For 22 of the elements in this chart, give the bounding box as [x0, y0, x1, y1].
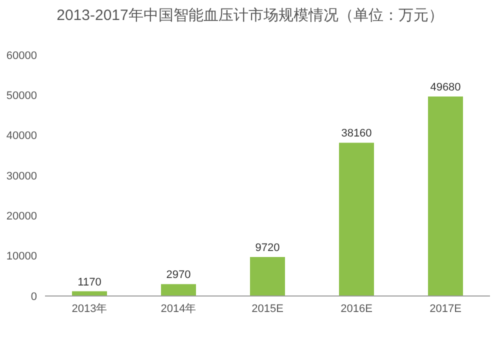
data-label: 1170	[78, 276, 102, 288]
bar	[428, 96, 463, 296]
x-tick-label: 2014年	[160, 302, 196, 315]
x-tick-label: 2017E	[430, 302, 462, 315]
x-tick-label: 2013年	[72, 302, 108, 315]
y-tick-label: 20000	[6, 210, 37, 223]
bar	[339, 142, 374, 296]
y-tick-label: 60000	[6, 50, 37, 62]
data-label: 9720	[255, 242, 280, 254]
x-tick-label: 2016E	[340, 302, 372, 315]
y-tick-label: 0	[30, 290, 37, 303]
bar	[250, 256, 285, 296]
y-tick-label: 50000	[6, 90, 37, 102]
data-label: 49680	[430, 81, 461, 94]
x-tick-label: 2015E	[252, 302, 284, 315]
data-label: 2970	[166, 269, 191, 282]
data-label: 38160	[341, 128, 372, 140]
chart-title: 2013-2017年中国智能血压计市场规模情况（单位：万元）	[56, 6, 444, 25]
y-tick-label: 40000	[6, 130, 37, 142]
y-tick-label: 10000	[6, 250, 37, 263]
bar	[161, 284, 196, 296]
y-tick-label: 30000	[6, 170, 37, 182]
